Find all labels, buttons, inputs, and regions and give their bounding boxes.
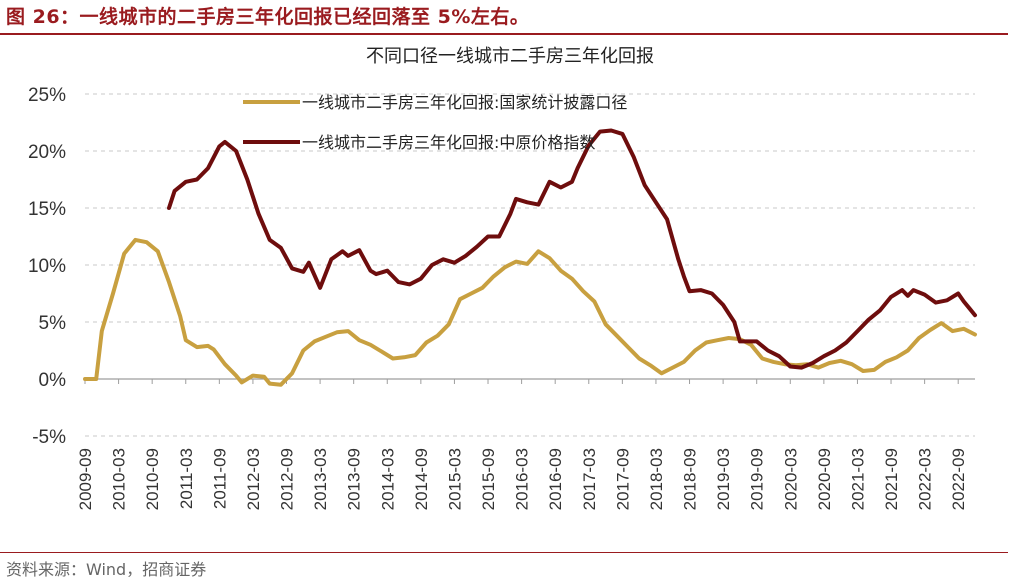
x-tick-label: 2019-09 xyxy=(748,448,767,510)
x-tick-label: 2017-03 xyxy=(580,448,599,510)
x-tick-label: 2020-09 xyxy=(815,448,834,510)
x-tick-label: 2018-09 xyxy=(681,448,700,510)
title-divider xyxy=(0,33,1008,35)
x-tick-label: 2019-03 xyxy=(714,448,733,510)
x-tick-label: 2010-03 xyxy=(110,448,129,510)
x-tick-label: 2016-09 xyxy=(546,448,565,510)
x-tick-label: 2012-03 xyxy=(244,448,263,510)
x-tick-label: 2020-03 xyxy=(781,448,800,510)
x-tick-label: 2015-03 xyxy=(445,448,464,510)
line-chart: -5% 0% 5% 10% 15% 20% 25% 2009-09 2010-03 2010-0… xyxy=(28,46,977,510)
chart-title: 不同口径一线城市二手房三年化回报 xyxy=(366,46,654,67)
series-lines xyxy=(83,128,977,387)
y-tick-label: 20% xyxy=(28,142,66,163)
series-line-national-stats xyxy=(83,237,977,387)
y-tick-label: 5% xyxy=(39,313,67,334)
x-tick-label: 2022-09 xyxy=(949,448,968,510)
legend-label: 一线城市二手房三年化回报:中原价格指数 xyxy=(302,133,595,152)
x-tick-label: 2012-09 xyxy=(278,448,297,510)
x-tick-label: 2013-09 xyxy=(345,448,364,510)
y-tick-label: 10% xyxy=(28,256,66,277)
x-tick-label: 2011-09 xyxy=(210,448,229,509)
x-axis: 2009-09 2010-03 2010-09 2011-03 2011-09 2012-… xyxy=(76,378,975,510)
x-tick-label: 2016-03 xyxy=(513,448,532,510)
legend-label: 一线城市二手房三年化回报:国家统计披露口径 xyxy=(302,93,627,112)
source-note: 资料来源：Wind，招商证券 xyxy=(6,560,207,579)
y-axis-ticks: -5% 0% 5% 10% 15% 20% 25% xyxy=(28,85,66,448)
figure-caption: 图 26：一线城市的二手房三年化回报已经回落至 5%左右。 xyxy=(6,6,530,28)
y-tick-label: 25% xyxy=(28,85,66,106)
y-tick-label: 0% xyxy=(39,370,67,391)
x-tick-label: 2011-03 xyxy=(177,448,196,509)
x-tick-label: 2013-03 xyxy=(311,448,330,510)
source-divider xyxy=(0,552,1008,553)
x-tick-label: 2021-03 xyxy=(848,448,867,510)
y-tick-label: 15% xyxy=(28,199,66,220)
y-tick-label: -5% xyxy=(32,427,66,448)
x-tick-label: 2018-03 xyxy=(647,448,666,510)
x-tick-label: 2009-09 xyxy=(76,448,95,510)
x-tick-label: 2010-09 xyxy=(143,448,162,510)
x-tick-label: 2015-09 xyxy=(479,448,498,510)
x-tick-label: 2014-03 xyxy=(378,448,397,510)
x-tick-label: 2017-09 xyxy=(613,448,632,510)
x-tick-label: 2022-03 xyxy=(916,448,935,510)
series-line-centaline-index xyxy=(167,128,977,370)
x-tick-label: 2021-09 xyxy=(882,448,901,510)
x-tick-label: 2014-09 xyxy=(412,448,431,510)
